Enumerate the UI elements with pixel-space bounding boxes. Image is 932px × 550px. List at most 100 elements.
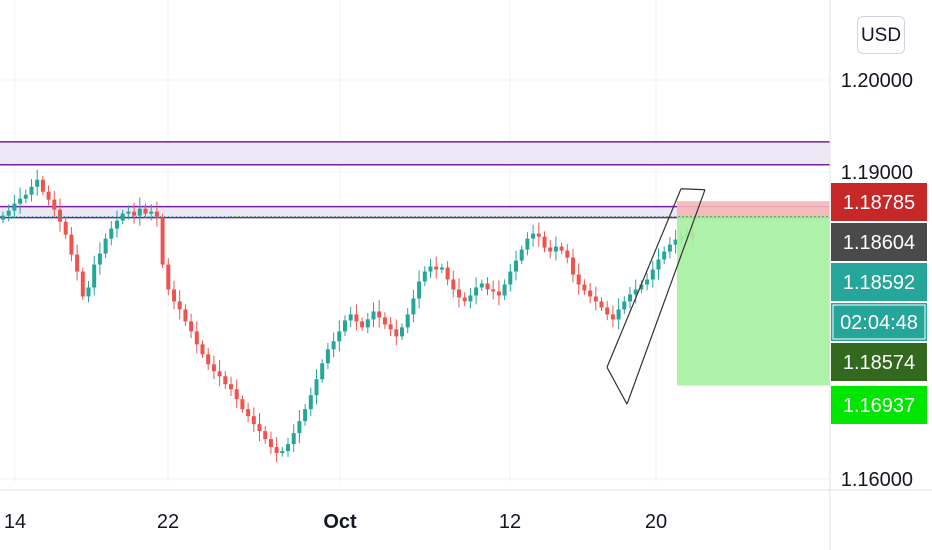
chart-grid bbox=[0, 0, 830, 482]
y-tick-label: 1.19000 bbox=[841, 162, 913, 184]
candle-body bbox=[434, 266, 439, 270]
candle-body bbox=[291, 433, 296, 445]
candle-body bbox=[343, 320, 347, 332]
x-tick-label: Oct bbox=[323, 511, 357, 533]
candle-body bbox=[280, 451, 285, 454]
channel-lower-line bbox=[626, 189, 706, 405]
candle-body bbox=[616, 309, 621, 320]
candle-body bbox=[451, 279, 456, 290]
candle-body bbox=[633, 289, 638, 295]
candle-body bbox=[286, 444, 290, 452]
candle-body bbox=[553, 246, 558, 252]
x-tick-label: 14 bbox=[4, 511, 26, 533]
x-tick-label: 22 bbox=[157, 511, 179, 533]
candle-body bbox=[137, 208, 142, 216]
candle-body bbox=[559, 246, 564, 251]
candle-body bbox=[348, 314, 353, 321]
candle-body bbox=[650, 269, 655, 280]
price-badge-countdown bbox=[831, 303, 927, 341]
candle-body bbox=[177, 301, 182, 310]
candle-body bbox=[6, 210, 11, 216]
candle-body bbox=[673, 239, 678, 245]
candle-body bbox=[502, 284, 507, 296]
candle-body bbox=[377, 311, 382, 318]
candle-body bbox=[548, 247, 553, 252]
candle-body bbox=[35, 179, 40, 187]
candle-body bbox=[132, 211, 137, 216]
y-tick-label: 1.20000 bbox=[841, 70, 913, 92]
candle-body bbox=[200, 344, 205, 355]
candle-body bbox=[519, 249, 524, 261]
price-badges-layer: 1.18785 1.18604 1.18592 02:04:48 1.18574 1.16… bbox=[831, 183, 927, 424]
price-badge-target bbox=[831, 386, 927, 424]
candle-body bbox=[223, 376, 228, 385]
channel-start-line bbox=[606, 366, 628, 405]
y-tick-label: 1.16000 bbox=[841, 469, 913, 491]
candle-body bbox=[92, 264, 97, 288]
price-badge-bid bbox=[831, 263, 927, 301]
candle-body bbox=[240, 399, 245, 410]
price-badge-text-last: 1.18604 bbox=[843, 232, 915, 254]
candle-body bbox=[297, 421, 302, 434]
candle-body bbox=[69, 234, 74, 255]
x-tick-label: 12 bbox=[499, 511, 521, 533]
candle-body bbox=[80, 271, 85, 297]
price-badge-text-ask: 1.18574 bbox=[843, 352, 915, 374]
candle-body bbox=[599, 301, 604, 308]
candle-body bbox=[388, 324, 393, 330]
candle-body bbox=[149, 211, 154, 214]
candle-body bbox=[531, 233, 536, 239]
candle-body bbox=[417, 281, 422, 299]
price-badge-last bbox=[831, 223, 927, 261]
candle-body bbox=[166, 264, 171, 290]
price-badge-text-target: 1.16937 bbox=[843, 395, 915, 417]
currency-button[interactable]: USD bbox=[857, 16, 905, 54]
candle-body bbox=[1, 215, 5, 220]
candle-body bbox=[354, 314, 359, 322]
candle-body bbox=[172, 289, 176, 302]
candle-body bbox=[63, 221, 68, 235]
price-badge-text-bid: 1.18592 bbox=[843, 272, 915, 294]
candle-body bbox=[582, 284, 587, 291]
candle-body bbox=[325, 349, 330, 364]
candle-body bbox=[234, 389, 239, 400]
candle-body bbox=[360, 321, 365, 328]
candle-body bbox=[400, 327, 404, 337]
candle-body bbox=[40, 179, 45, 192]
candle-body bbox=[29, 186, 34, 195]
candle-body bbox=[639, 284, 644, 290]
candle-body bbox=[662, 251, 667, 260]
candle-body bbox=[496, 291, 501, 296]
candle-body bbox=[405, 314, 410, 328]
candle-body bbox=[320, 363, 325, 380]
candle-body bbox=[622, 301, 627, 310]
candle-body bbox=[394, 329, 399, 337]
price-badge-text-countdown: 02:04:48 bbox=[840, 312, 918, 334]
candle-body bbox=[645, 279, 650, 285]
candle-body bbox=[160, 217, 165, 265]
candles-layer bbox=[1, 169, 695, 463]
countdown-border bbox=[832, 304, 926, 340]
candle-body bbox=[337, 331, 342, 342]
stop-loss-area bbox=[677, 201, 830, 217]
price-badge-stop bbox=[831, 183, 927, 221]
candle-body bbox=[610, 314, 615, 320]
candle-body bbox=[12, 203, 17, 211]
candle-body bbox=[268, 439, 273, 448]
candle-body bbox=[246, 409, 251, 417]
candle-body bbox=[251, 416, 256, 425]
candle-body bbox=[109, 228, 114, 239]
x-tick-label: 20 bbox=[645, 511, 667, 533]
candle-body bbox=[542, 236, 547, 248]
channel-upper-line bbox=[606, 188, 682, 368]
candle-body bbox=[605, 307, 610, 315]
candle-body bbox=[428, 266, 433, 272]
candle-body bbox=[474, 287, 479, 296]
candle-body bbox=[485, 283, 490, 290]
candle-body bbox=[468, 295, 473, 302]
candle-body bbox=[491, 289, 496, 292]
channel-end-line bbox=[680, 188, 706, 191]
candle-body bbox=[183, 309, 188, 322]
candle-body bbox=[628, 294, 632, 302]
